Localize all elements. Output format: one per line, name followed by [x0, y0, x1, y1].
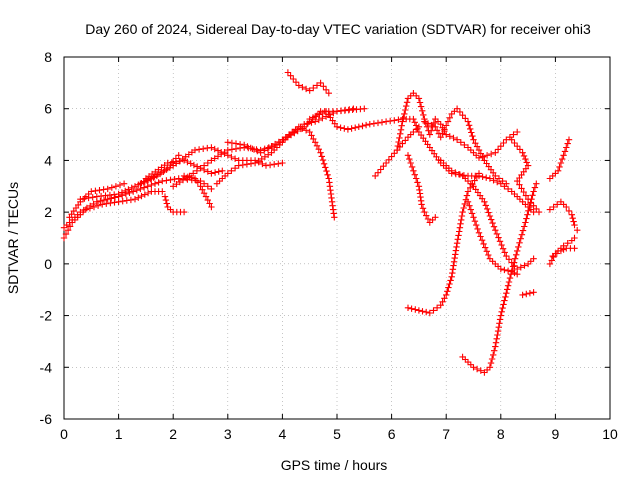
series-sat-p	[421, 105, 510, 187]
chart-title: Day 260 of 2024, Sidereal Day-to-day VTE…	[85, 21, 591, 37]
x-tick-label: 6	[388, 426, 396, 442]
series-sat-w	[546, 198, 581, 234]
series-sat-o	[404, 152, 439, 226]
x-tick-label: 7	[442, 426, 450, 442]
x-axis-label: GPS time / hours	[281, 457, 388, 473]
x-tick-label: 3	[224, 426, 232, 442]
y-tick-label: 0	[44, 256, 52, 272]
series-sat-t	[459, 180, 540, 376]
series-sat-l	[306, 108, 537, 216]
y-tick-label: -6	[40, 411, 53, 427]
y-tick-label: -2	[40, 308, 53, 324]
x-tick-label: 8	[497, 426, 505, 442]
series-sat-i	[213, 105, 357, 187]
series-sat-e	[137, 144, 286, 187]
x-tick-label: 0	[60, 426, 68, 442]
series-sat-n	[393, 90, 521, 161]
y-tick-label: 6	[44, 101, 52, 117]
series-sat-z	[549, 245, 578, 260]
x-tick-label: 2	[169, 426, 177, 442]
y-tick-label: 4	[44, 152, 52, 168]
y-tick-label: -4	[40, 359, 53, 375]
y-tick-label: 8	[44, 49, 52, 65]
x-tick-label: 5	[333, 426, 341, 442]
x-tick-label: 4	[279, 426, 287, 442]
x-tick-label: 9	[552, 426, 560, 442]
series-sat-j	[224, 123, 338, 221]
series-sat-c	[60, 188, 188, 242]
axis-ticks: 0 1 2 3 4 5 6 7 8 9 10 -6 -4 -2 0 2 4 6 8	[40, 49, 618, 442]
y-axis-label: SDTVAR / TECUs	[5, 182, 21, 294]
x-tick-label: 10	[602, 426, 618, 442]
series-sat-v	[508, 136, 543, 216]
x-tick-label: 1	[115, 426, 123, 442]
series-sat-r	[404, 170, 483, 317]
series-sat-q	[437, 157, 537, 273]
series-sat-k	[284, 69, 332, 97]
series-sat-u	[519, 289, 537, 299]
series-sat-m	[372, 123, 423, 180]
y-tick-label: 2	[44, 204, 52, 220]
series-sat-x	[546, 136, 573, 182]
series-layer	[60, 69, 581, 376]
series-sat-f	[142, 157, 226, 182]
series-sat-h	[180, 172, 215, 211]
